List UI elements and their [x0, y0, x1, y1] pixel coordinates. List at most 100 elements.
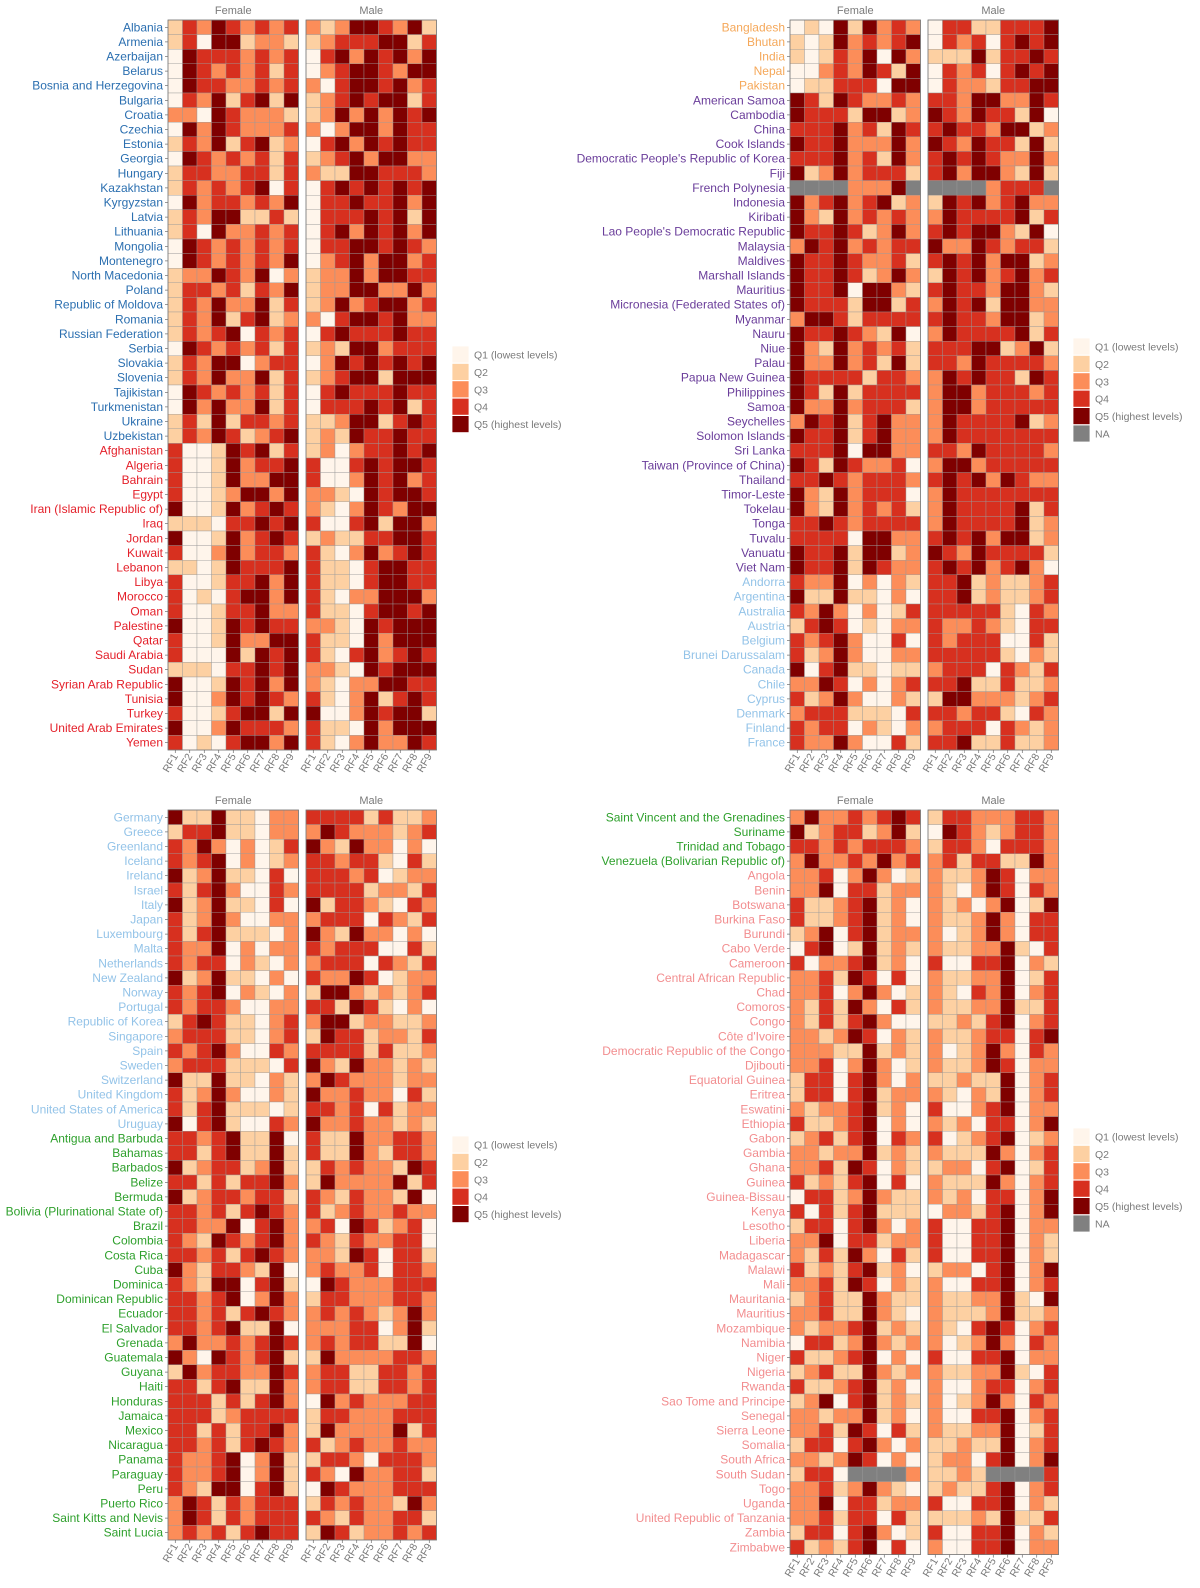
heatmap-cell [833, 970, 849, 986]
heatmap-cell [349, 720, 365, 736]
heatmap-cell [349, 647, 365, 663]
heatmap-cell [407, 1495, 423, 1511]
heatmap-cell [378, 1349, 394, 1365]
heatmap-cell [196, 897, 212, 913]
heatmap-cell [876, 603, 892, 619]
heatmap-cell [167, 1218, 183, 1234]
heatmap-cell [971, 487, 987, 503]
heatmap-cell [905, 970, 921, 986]
country-label: Liberia [749, 1234, 785, 1248]
heatmap-cell [985, 311, 1001, 327]
heatmap-cell [283, 560, 299, 576]
heatmap-cell [985, 735, 1001, 751]
heatmap-cell [349, 355, 365, 371]
heatmap-cell [305, 428, 321, 444]
heatmap-cell [862, 735, 878, 751]
heatmap-cell [818, 618, 834, 634]
heatmap-cell [891, 970, 907, 986]
heatmap-cell [971, 63, 987, 79]
country-label: Belgium [742, 634, 785, 648]
heatmap-cell [862, 1276, 878, 1292]
heatmap-cell [283, 282, 299, 298]
heatmap-cell [1043, 1087, 1059, 1103]
heatmap-cell [225, 121, 241, 137]
heatmap-cell [320, 882, 336, 898]
heatmap-cell [942, 224, 958, 240]
heatmap-cell [985, 824, 1001, 840]
heatmap-cell [305, 809, 321, 825]
heatmap-cell [211, 1364, 227, 1380]
heatmap-cell [334, 1437, 350, 1453]
heatmap-cell [905, 282, 921, 298]
country-label: Republic of Korea [68, 1015, 164, 1029]
heatmap-cell [956, 691, 972, 707]
heatmap-cell [891, 1247, 907, 1263]
heatmap-cell [1000, 720, 1016, 736]
heatmap-cell [927, 282, 943, 298]
heatmap-cell [182, 1247, 198, 1263]
heatmap-cell [891, 268, 907, 284]
heatmap-cell [363, 970, 379, 986]
heatmap-cell [196, 1160, 212, 1176]
heatmap-cell [804, 414, 820, 430]
heatmap-cell [804, 516, 820, 532]
heatmap-cell [167, 78, 183, 94]
heatmap-cell [407, 662, 423, 678]
heatmap-cell [225, 1087, 241, 1103]
heatmap-cell [1043, 121, 1059, 137]
heatmap-cell [905, 151, 921, 167]
heatmap-cell [240, 1335, 256, 1351]
heatmap-cell [349, 487, 365, 503]
heatmap-cell [956, 370, 972, 386]
heatmap-cell [334, 824, 350, 840]
x-tick-label: RF9 [1037, 751, 1057, 774]
heatmap-cell [956, 1525, 972, 1541]
heatmap-cell [269, 107, 285, 123]
heatmap-cell [1029, 384, 1045, 400]
heatmap-cell [804, 341, 820, 357]
country-label: Congo [750, 1015, 786, 1029]
heatmap-cell [392, 355, 408, 371]
heatmap-cell [1043, 34, 1059, 50]
heatmap-cell [407, 853, 423, 869]
heatmap-cell [240, 662, 256, 678]
heatmap-cell [1029, 34, 1045, 50]
heatmap-cell [283, 457, 299, 473]
heatmap-cell [862, 809, 878, 825]
heatmap-cell [804, 92, 820, 108]
heatmap-cell [985, 1087, 1001, 1103]
heatmap-cell [1029, 603, 1045, 619]
heatmap-cell [876, 955, 892, 971]
heatmap-cell [320, 1525, 336, 1541]
heatmap-cell [363, 487, 379, 503]
country-label: Djibouti [745, 1059, 785, 1073]
heatmap-cell [942, 1116, 958, 1132]
heatmap-cell [818, 1320, 834, 1336]
heatmap-cell [804, 1247, 820, 1263]
heatmap-cell [378, 1437, 394, 1453]
heatmap-cell [167, 955, 183, 971]
heatmap-cell [876, 691, 892, 707]
heatmap-cell [804, 399, 820, 415]
heatmap-cell [847, 1349, 863, 1365]
heatmap-cell [269, 955, 285, 971]
heatmap-cell [378, 882, 394, 898]
heatmap-cell [225, 882, 241, 898]
heatmap-cell [421, 926, 437, 942]
country-label: New Zealand [92, 971, 163, 985]
heatmap-cell [876, 19, 892, 35]
heatmap-cell [269, 1452, 285, 1468]
heatmap-cell [182, 603, 198, 619]
country-label: Honduras [111, 1394, 163, 1408]
legend-label: Q4 [1095, 394, 1109, 406]
heatmap-cell [392, 268, 408, 284]
heatmap-cell [334, 49, 350, 65]
heatmap-cell [985, 1335, 1001, 1351]
heatmap-cell [804, 1291, 820, 1307]
heatmap-cell [876, 121, 892, 137]
heatmap-cell [905, 853, 921, 869]
heatmap-cell [349, 1145, 365, 1161]
heatmap-cell [927, 136, 943, 152]
heatmap-cell [905, 399, 921, 415]
heatmap-cell [225, 107, 241, 123]
